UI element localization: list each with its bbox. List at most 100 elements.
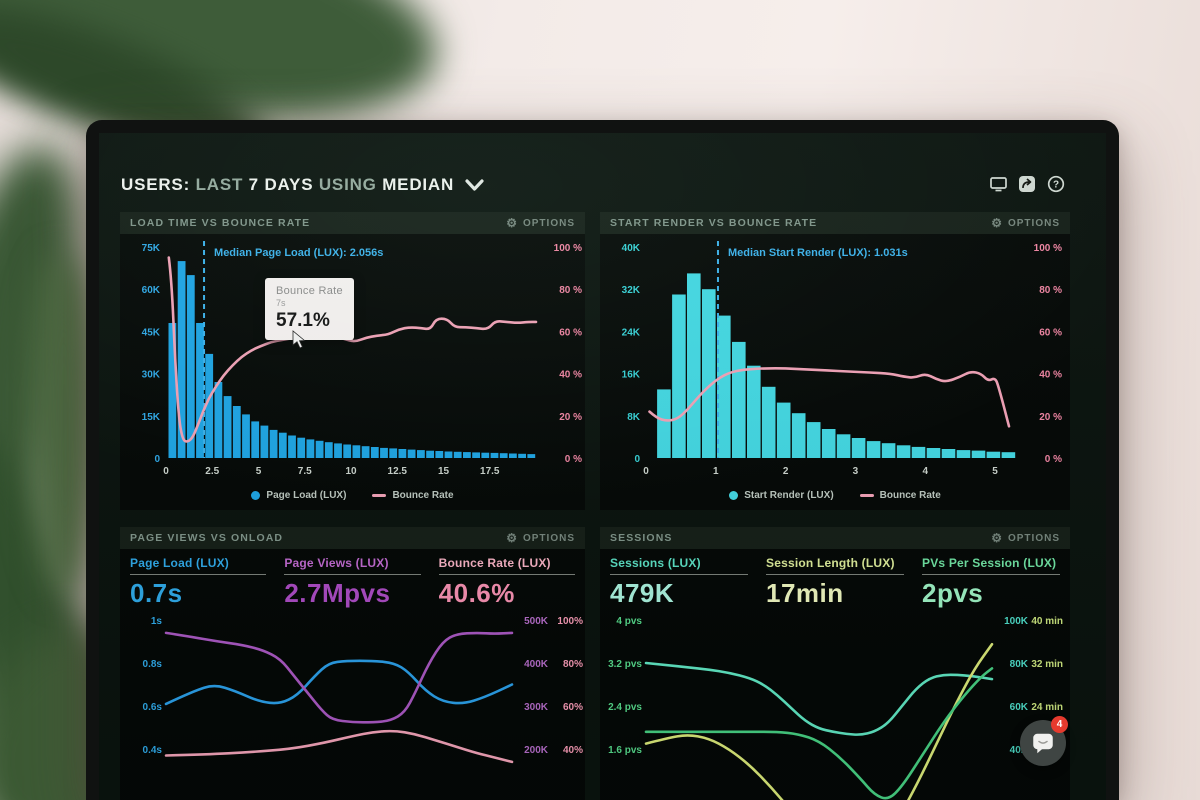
metric-underline: [766, 574, 904, 575]
metric-value: 479K: [610, 578, 675, 608]
options-label: OPTIONS: [522, 532, 575, 544]
metric: Bounce Rate (LUX) 40.6%: [438, 556, 575, 609]
median-label: Median Page Load (LUX): 2.056s: [214, 247, 383, 259]
chat-launcher[interactable]: 4: [1020, 716, 1068, 766]
x-axis-tick: 0: [163, 466, 169, 477]
y-axis-tick: 0.4s: [143, 745, 163, 756]
metric-label: Session Length (LUX): [766, 556, 895, 570]
metric-value: 40.6%: [438, 578, 515, 608]
y-axis-tick: 45K: [142, 327, 161, 338]
title-segment: USERS:: [121, 175, 191, 194]
y-axis-tick: 3.2 pvs: [608, 659, 642, 670]
options-label: OPTIONS: [1007, 532, 1060, 544]
y-axis-tick: 400K: [524, 659, 549, 670]
users-period-dropdown[interactable]: USERS: LAST 7 DAYS USING MEDIAN: [121, 175, 484, 195]
dashboard-screen: USERS: LAST 7 DAYS USING MEDIAN: [99, 133, 1106, 800]
histogram-bar: [288, 435, 296, 458]
legend-label: Bounce Rate: [392, 489, 454, 501]
y-axis-tick: 60 %: [559, 327, 582, 338]
legend-dot-swatch: [729, 490, 739, 500]
median-label: Median Start Render (LUX): 1.031s: [728, 247, 908, 259]
histogram-bar: [717, 315, 731, 458]
y-axis-tick: 300K: [524, 702, 549, 713]
bounce-rate-line: [648, 366, 1011, 428]
histogram-bar: [398, 449, 407, 458]
metric-underline: [284, 574, 421, 575]
dashboard-grid: LOAD TIME VS BOUNCE RATE ⚙ OPTIONS Media…: [120, 212, 1070, 800]
y-axis-tick: 100%: [557, 616, 583, 627]
metric-underline: [438, 574, 575, 575]
chart-area: Median Start Render (LUX): 1.031s 40K 32K 2…: [600, 234, 1070, 480]
y-axis-tick: 100 %: [554, 243, 582, 254]
legend-label: Start Render (LUX): [744, 489, 834, 501]
metrics-row: Sessions (LUX) 479K Session Length (LUX) 17…: [600, 549, 1070, 608]
gear-icon: ⚙: [506, 216, 518, 230]
options-button[interactable]: ⚙ OPTIONS: [991, 217, 1060, 229]
y-axis-tick: 40 %: [559, 370, 582, 381]
histogram-bar: [269, 429, 278, 458]
y-axis-tick: 60K: [1010, 702, 1029, 713]
metric: PVs Per Session (LUX) 2pvs: [922, 556, 1060, 609]
y-axis-tick: 40 %: [1039, 370, 1062, 381]
y-axis-tick: 40%: [563, 745, 583, 756]
y-axis-tick: 40K: [622, 243, 641, 254]
y-axis-tick: 30K: [142, 370, 161, 381]
metric-label: PVs Per Session (LUX): [922, 556, 1057, 570]
histogram-bar: [941, 449, 956, 458]
histogram-bar: [242, 414, 250, 458]
chart-area: Median Page Load (LUX): 2.056s 75K 60K 45K 3…: [120, 234, 585, 480]
histogram-bar: [453, 451, 462, 458]
histogram-bar: [407, 449, 416, 458]
histogram-bar: [518, 453, 526, 458]
histogram-bar: [747, 365, 761, 458]
histogram-bar: [896, 445, 911, 458]
histogram-bar: [435, 451, 444, 458]
sessions-lux--line: [644, 661, 994, 736]
y-axis-tick: 32K: [622, 285, 641, 296]
metric-value: 0.7s: [130, 578, 183, 608]
share-icon[interactable]: [1017, 174, 1037, 194]
chat-bubble-icon: [1033, 733, 1053, 753]
histogram-bar: [352, 445, 361, 458]
metric-underline: [922, 574, 1060, 575]
y-axis-tick: 80%: [563, 659, 583, 670]
help-icon[interactable]: ?: [1046, 174, 1066, 194]
metric-label: Page Load (LUX): [130, 556, 230, 570]
page-views-onload-chart[interactable]: 1s 0.8s 0.6s 0.4s 500K 100% 400K 80% 300K 60% 200K…: [120, 608, 585, 800]
y-axis-tick: 4 pvs: [616, 616, 642, 627]
y-axis-tick: 1.6 pvs: [608, 745, 642, 756]
laptop-bezel: USERS: LAST 7 DAYS USING MEDIAN: [86, 120, 1119, 800]
histogram-bar: [334, 443, 342, 458]
panel-title: LOAD TIME VS BOUNCE RATE: [130, 217, 311, 229]
options-button[interactable]: ⚙ OPTIONS: [991, 532, 1060, 544]
metric: Sessions (LUX) 479K: [610, 556, 748, 609]
title-segment: MEDIAN: [376, 175, 455, 194]
legend-item: Bounce Rate: [859, 490, 941, 501]
chart-legend: Page Load (LUX) Bounce Rate: [120, 480, 585, 510]
histogram-bar: [260, 425, 269, 458]
metric-value: 2.7Mpvs: [284, 578, 391, 608]
histogram-bar: [306, 439, 315, 458]
histogram-bar: [806, 422, 821, 458]
y-axis-tick: 75K: [142, 243, 161, 254]
gear-icon: ⚙: [506, 531, 518, 545]
sessions-chart[interactable]: 4 pvs 3.2 pvs 2.4 pvs 1.6 pvs 100K 40 min 80K 3…: [600, 608, 1065, 800]
start-render-chart[interactable]: Median Start Render (LUX): 1.031s 40K 32K 2…: [600, 234, 1065, 480]
histogram-bar: [232, 406, 241, 458]
y-axis-tick: 80 %: [559, 285, 582, 296]
histogram-bar: [836, 434, 851, 458]
legend-item: Start Render (LUX): [729, 489, 834, 501]
metric-value: 17min: [766, 578, 844, 608]
x-axis-tick: 12.5: [388, 466, 408, 477]
histogram-bar: [223, 396, 232, 458]
y-axis-tick: 0 %: [1045, 454, 1062, 465]
display-icon[interactable]: [988, 174, 1008, 194]
histogram-bar: [324, 442, 333, 458]
options-button[interactable]: ⚙ OPTIONS: [506, 532, 575, 544]
gear-icon: ⚙: [991, 531, 1003, 545]
app-header: USERS: LAST 7 DAYS USING MEDIAN: [99, 133, 1106, 212]
histogram-bar: [177, 261, 186, 458]
load-time-chart[interactable]: Median Page Load (LUX): 2.056s 75K 60K 45K 3…: [120, 234, 585, 480]
page-title: USERS: LAST 7 DAYS USING MEDIAN: [121, 175, 454, 195]
options-button[interactable]: ⚙ OPTIONS: [506, 217, 575, 229]
